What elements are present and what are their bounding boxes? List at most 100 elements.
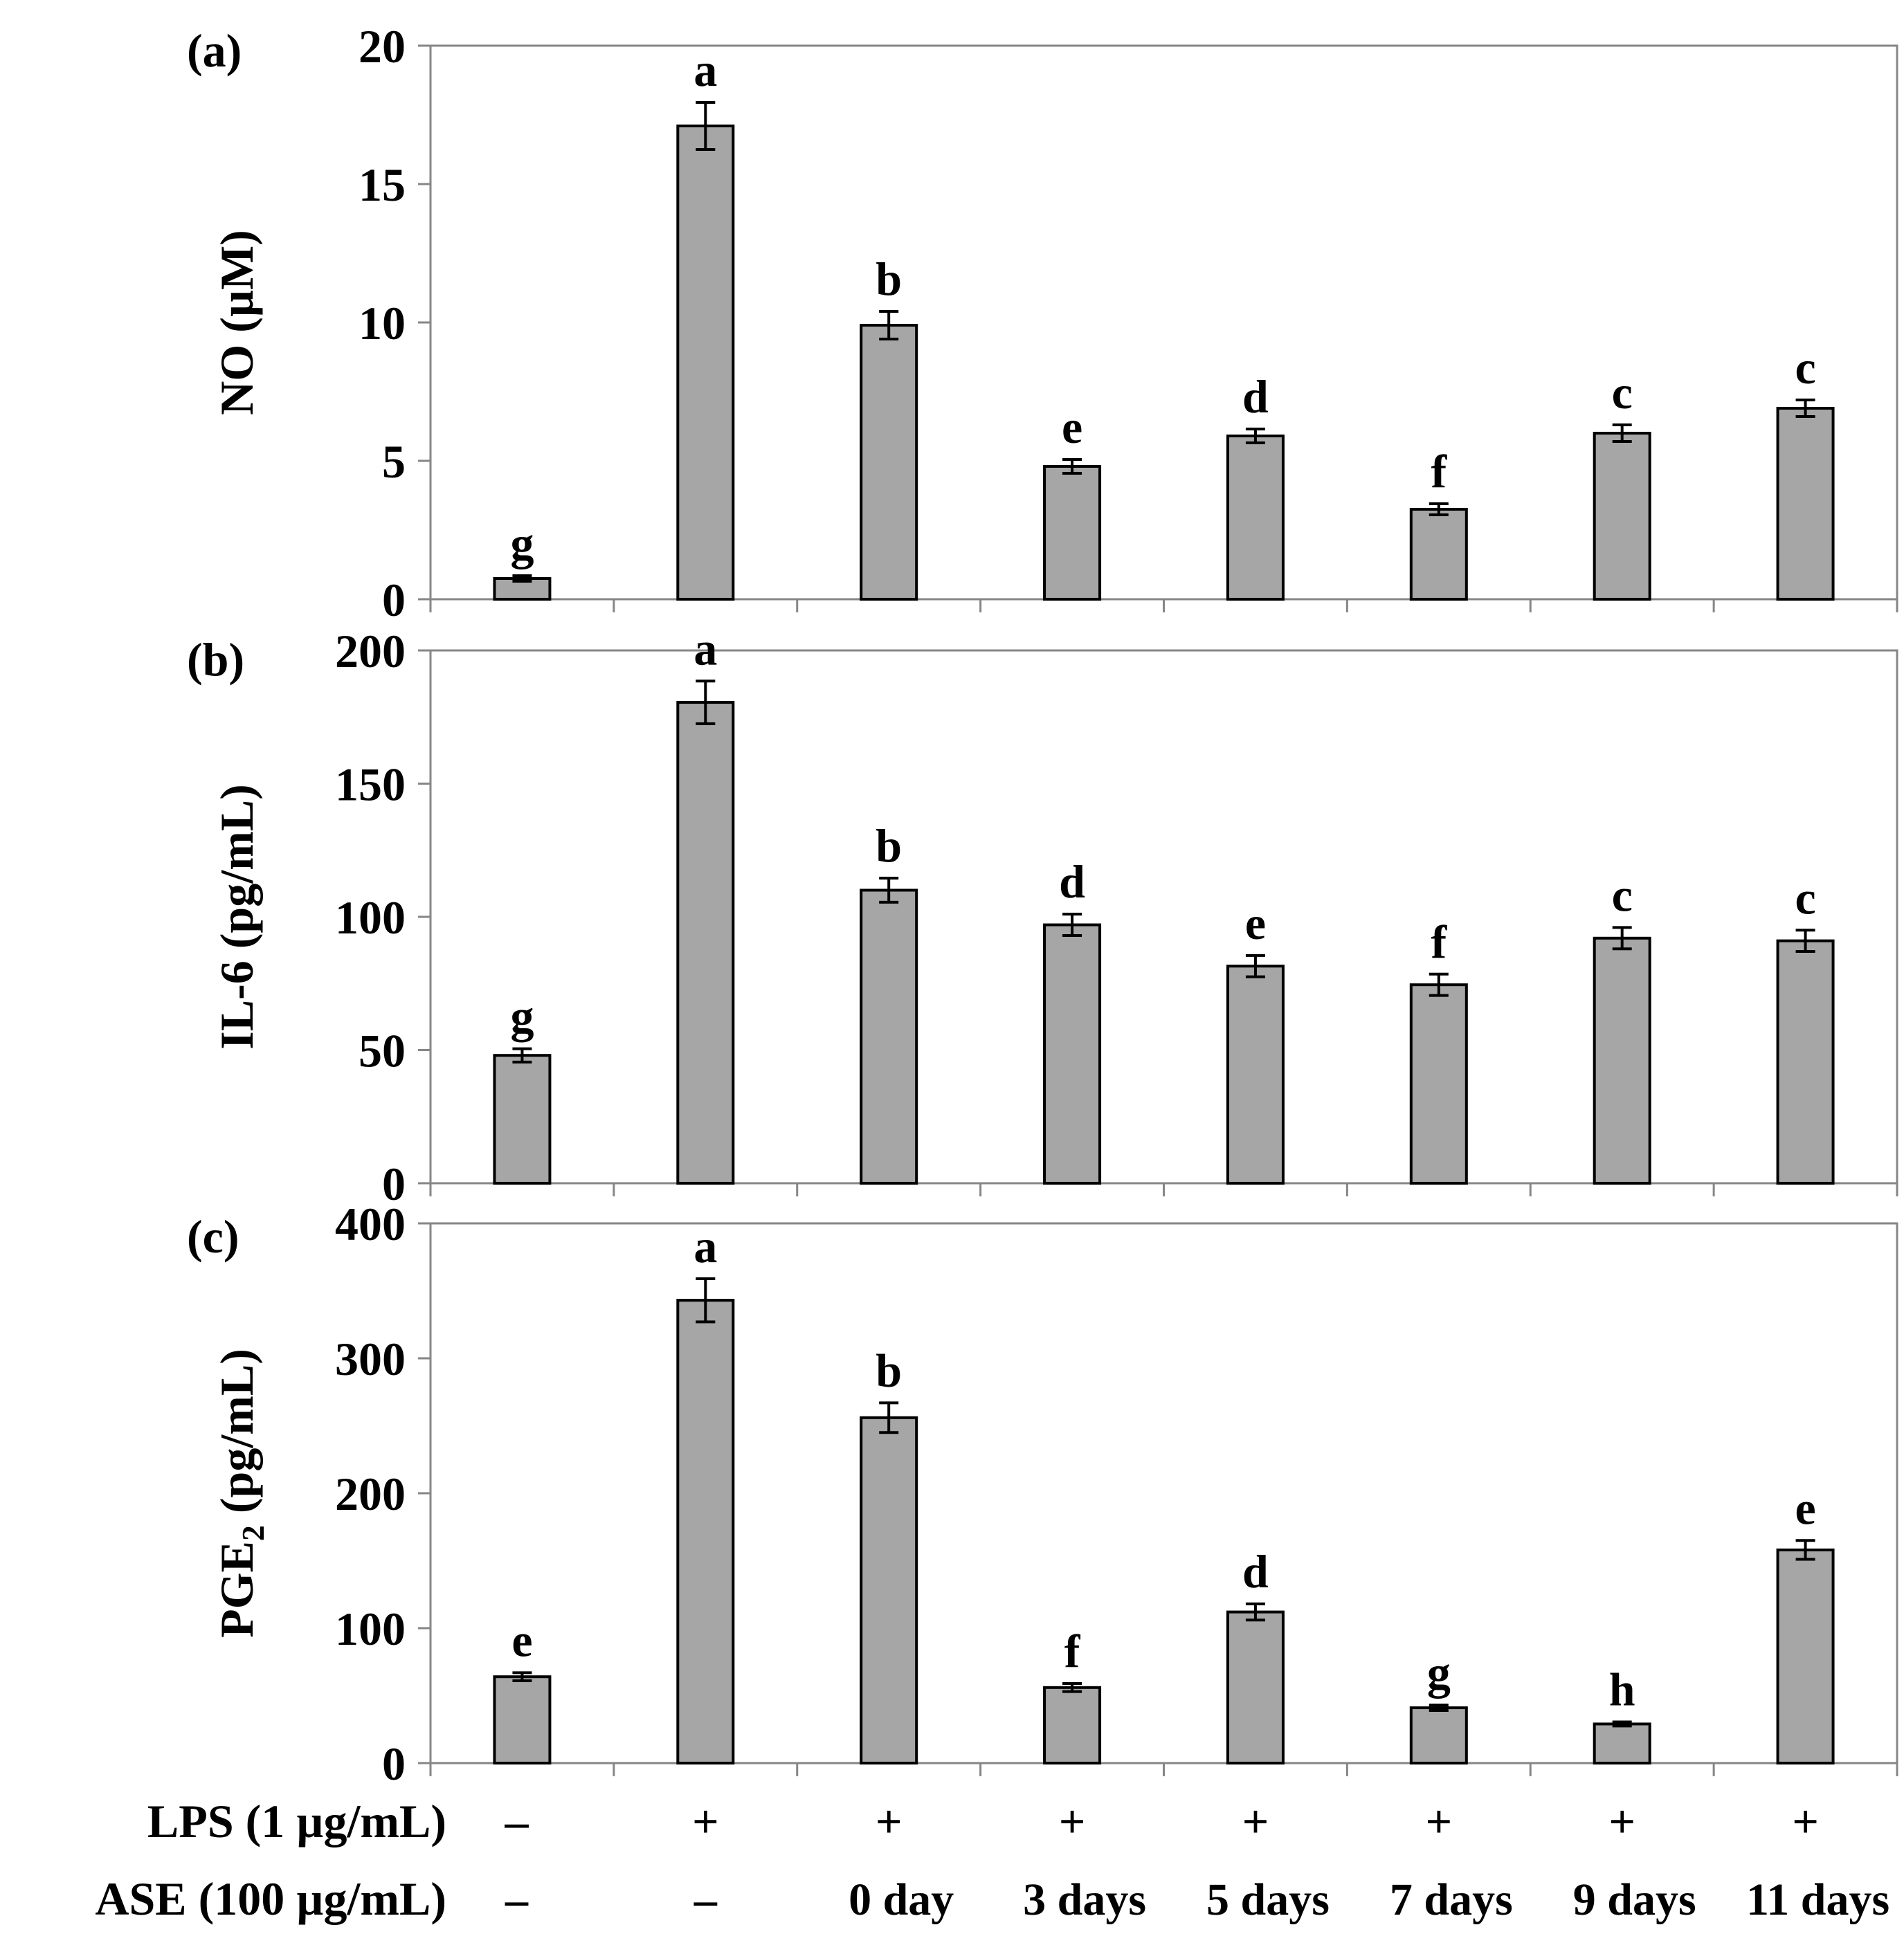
bar: [1226, 1610, 1285, 1765]
bar: [493, 1054, 552, 1185]
y-tick-label: 300: [335, 1333, 406, 1385]
bar: [1776, 407, 1835, 601]
significance-letter: b: [876, 819, 902, 872]
y-tick-label: 10: [359, 297, 406, 349]
y-axis-title: NO (µM): [210, 230, 263, 415]
error-bar: [1429, 972, 1449, 997]
significance-letter: g: [510, 990, 534, 1043]
lps-value: +: [1425, 1795, 1452, 1848]
error-bar: [1062, 913, 1082, 937]
bar: [1226, 435, 1285, 601]
y-tick-label: 0: [382, 1158, 406, 1210]
significance-letter: e: [1795, 1481, 1815, 1534]
plot-frame: [429, 44, 1898, 601]
treatment-table: LPS (1 µg/mL) ASE (100 µg/mL) – + + + + + + + – –…: [95, 1795, 1889, 1925]
bar: [1593, 936, 1651, 1185]
significance-letter: g: [1427, 1646, 1451, 1699]
significance-letter: d: [1242, 370, 1269, 423]
error-bar: [879, 310, 899, 340]
error-bar: [1795, 929, 1815, 954]
significance-letter: a: [693, 1220, 717, 1273]
error-bar: [696, 679, 716, 725]
y-axis-title: IL-6 (pg/mL): [210, 784, 263, 1049]
error-bar: [1795, 399, 1815, 418]
error-bar: [1062, 1681, 1082, 1693]
ase-value: –: [505, 1875, 529, 1925]
panel-no-chart: 0 5 10 15 20 (a) NO (µM) g a b e d f c c: [187, 20, 1898, 626]
y-tick-label: 200: [335, 1468, 406, 1520]
bar: [1043, 465, 1102, 601]
y-tick-label: 5: [382, 435, 406, 488]
error-bar: [879, 1401, 899, 1434]
error-bar: [1612, 423, 1632, 443]
significance-letter: f: [1431, 445, 1447, 498]
y-tick-label: 400: [335, 1198, 406, 1250]
y-tick-label: 20: [359, 20, 406, 73]
bar: [493, 1675, 552, 1764]
lps-value: +: [692, 1795, 719, 1848]
ase-value: 11 days: [1746, 1875, 1889, 1925]
bar: [493, 577, 552, 601]
bar: [860, 1416, 918, 1765]
plot-frame: [429, 649, 1898, 1185]
plot-frame: [429, 1222, 1898, 1764]
panel-il6-chart: 0 50 100 150 200 (b) IL-6 (pg/mL) g a b d e f c c: [187, 622, 1898, 1210]
bar: [1043, 1686, 1102, 1765]
error-bar: [512, 1671, 532, 1683]
error-bar: [1245, 954, 1265, 978]
bar: [1776, 939, 1835, 1185]
error-bar: [879, 877, 899, 904]
y-tick-label: 0: [382, 574, 406, 626]
bar: [860, 888, 918, 1185]
significance-letter: e: [1062, 401, 1082, 453]
bar: [676, 1299, 735, 1764]
significance-letter: c: [1612, 868, 1633, 921]
ase-value: 3 days: [1023, 1875, 1146, 1925]
significance-letter: b: [876, 1344, 902, 1396]
bar: [1409, 508, 1468, 601]
panel-label: (b): [187, 633, 244, 686]
error-bar: [1245, 1602, 1265, 1622]
ase-value: 9 days: [1573, 1875, 1696, 1925]
significance-letter: g: [510, 517, 534, 569]
ase-value: –: [693, 1875, 718, 1925]
significance-letter: c: [1795, 341, 1815, 394]
significance-letter: h: [1609, 1663, 1635, 1716]
lps-value: +: [876, 1795, 903, 1848]
bar: [1043, 923, 1102, 1185]
ase-value: 5 days: [1206, 1875, 1330, 1925]
panel-label: (a): [187, 24, 242, 77]
significance-letter: a: [693, 44, 717, 96]
significance-letter: d: [1059, 855, 1085, 908]
bar: [1593, 1722, 1651, 1764]
error-bar: [1245, 428, 1265, 444]
error-bar: [512, 1047, 532, 1064]
significance-letter: e: [1245, 897, 1266, 949]
lps-value: +: [1608, 1795, 1635, 1848]
error-bar: [512, 574, 532, 583]
ase-row-label: ASE (100 µg/mL): [95, 1872, 446, 1925]
panel-pge2-chart: 0 100 200 300 400 (c) PGE2 (pg/mL) e a b f d g h e: [187, 1198, 1898, 1790]
lps-value: +: [1792, 1795, 1819, 1848]
lps-value: +: [1059, 1795, 1086, 1848]
bar: [1776, 1548, 1835, 1764]
ase-value: 7 days: [1390, 1875, 1513, 1925]
error-bar: [1612, 926, 1632, 951]
y-tick-label: 200: [335, 625, 406, 677]
bar: [860, 324, 918, 601]
significance-letter: b: [876, 253, 902, 305]
error-bar: [1612, 1720, 1632, 1728]
y-tick-label: 0: [382, 1737, 406, 1790]
y-tick-label: 100: [335, 891, 406, 944]
significance-letter: d: [1242, 1545, 1269, 1598]
error-bar: [696, 1277, 716, 1324]
error-bar: [1795, 1539, 1815, 1561]
y-axis-title: PGE2 (pg/mL): [210, 1349, 271, 1638]
error-bar: [1429, 1704, 1449, 1712]
bar: [1409, 983, 1468, 1185]
significance-letter: c: [1795, 871, 1815, 924]
error-bar: [1429, 502, 1449, 516]
y-tick-label: 150: [335, 758, 406, 811]
significance-letter: c: [1612, 366, 1633, 419]
